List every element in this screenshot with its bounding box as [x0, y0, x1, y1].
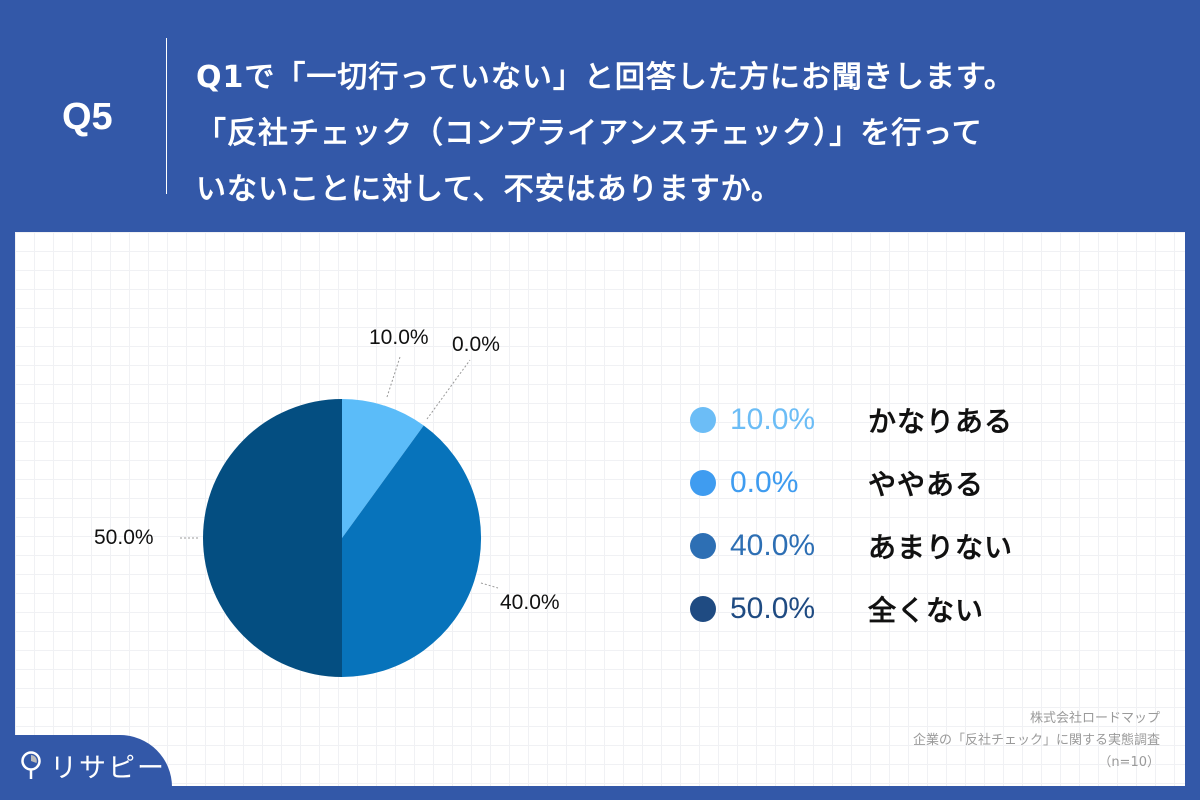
source-note: 株式会社ロードマップ 企業の「反社チェック」に関する実態調査 （n=10）	[913, 708, 1160, 774]
legend-item: 40.0% あまりない	[690, 514, 1013, 577]
legend-label: ややある	[868, 467, 985, 501]
pie-slice-kanari-aru	[342, 398, 424, 538]
pie-label-0: 0.0%	[452, 333, 500, 356]
legend-percent: 0.0%	[730, 465, 799, 499]
legend-label: かなりある	[868, 404, 1014, 438]
map-pin-icon	[21, 750, 41, 779]
legend-percent: 50.0%	[730, 591, 816, 625]
logo-text: リサピー	[50, 753, 166, 784]
source-sample-size: （n=10）	[1098, 755, 1160, 770]
pie-label-10: 10.0%	[369, 326, 429, 349]
pie-slice-mattaku-nai	[203, 399, 342, 677]
question-number: Q5	[62, 96, 113, 138]
legend-label: あまりない	[868, 530, 1014, 564]
pie-label-50: 50.0%	[94, 526, 154, 549]
leader-lines	[180, 356, 499, 589]
header: Q5 Q1で「一切行っていない」と回答した方にお聞きします。 「反社チェック（コ…	[0, 0, 1200, 232]
legend: 10.0% かなりある 0.0% ややある 40.0% あまりない 50.0% …	[690, 388, 1013, 640]
legend-dot-icon	[690, 406, 716, 433]
legend-item: 10.0% かなりある	[690, 388, 1013, 451]
legend-percent: 10.0%	[730, 402, 816, 436]
legend-dot-icon	[690, 595, 716, 622]
pie-label-40: 40.0%	[500, 591, 560, 614]
logo: リサピー	[20, 746, 166, 785]
legend-item: 50.0% 全くない	[690, 577, 1013, 640]
question-line-1: Q1で「一切行っていない」と回答した方にお聞きします。	[196, 60, 1015, 95]
header-divider	[166, 38, 167, 194]
legend-dot-icon	[690, 469, 716, 496]
legend-dot-icon	[690, 532, 716, 559]
question-line-2: 「反社チェック（コンプライアンスチェック）」を行って	[196, 116, 983, 151]
source-company: 株式会社ロードマップ	[1029, 711, 1160, 726]
question-text: Q1で「一切行っていない」と回答した方にお聞きします。 「反社チェック（コンプラ…	[196, 50, 1176, 218]
legend-percent: 40.0%	[730, 528, 816, 562]
legend-item: 0.0% ややある	[690, 451, 1013, 514]
pie-slice-amari-nai	[342, 425, 482, 677]
source-survey: 企業の「反社チェック」に関する実態調査	[912, 733, 1160, 748]
question-line-3: いないことに対して、不安はありますか。	[196, 172, 782, 207]
legend-label: 全くない	[868, 593, 985, 627]
